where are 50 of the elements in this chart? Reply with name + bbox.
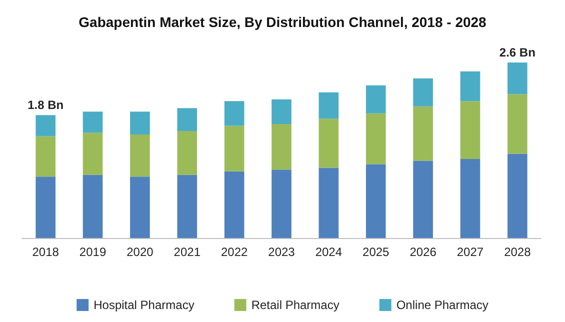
bar <box>272 99 292 124</box>
x-tick-label: 2018 <box>32 245 60 259</box>
bar <box>177 108 198 131</box>
bar <box>413 106 433 161</box>
bar <box>224 171 244 238</box>
x-tick-label: 2023 <box>268 245 296 259</box>
bar <box>508 94 528 154</box>
bar <box>318 118 339 168</box>
bar <box>508 154 528 238</box>
legend-label: Hospital Pharmacy <box>94 298 194 312</box>
bar <box>36 136 56 177</box>
bar <box>177 130 198 175</box>
x-tick-label: 2025 <box>362 245 390 259</box>
annotation: 2.6 Bn <box>499 46 536 60</box>
x-tick-label: 2020 <box>126 245 154 259</box>
x-tick-label: 2021 <box>174 245 201 259</box>
chart-title: Gabapentin Market Size, By Distribution Channel, 2018 - 2028 <box>78 14 487 30</box>
bar <box>318 168 339 238</box>
bar <box>272 170 292 238</box>
legend-label: Online Pharmacy <box>396 298 488 312</box>
bar <box>224 101 244 126</box>
bar <box>460 101 480 160</box>
bar <box>82 112 103 133</box>
bar <box>413 160 433 238</box>
bar <box>508 62 528 94</box>
bar <box>460 159 480 238</box>
bar <box>413 78 433 106</box>
bar <box>272 124 292 170</box>
bar <box>366 85 386 114</box>
bar <box>36 176 56 238</box>
bar <box>460 71 480 102</box>
x-tick-label: 2022 <box>220 245 248 259</box>
bar <box>130 176 150 238</box>
x-tick-label: 2027 <box>456 245 484 259</box>
bar <box>82 132 103 175</box>
bar <box>82 174 103 238</box>
x-tick-label: 2019 <box>79 245 106 259</box>
x-tick-label: 2026 <box>410 245 437 259</box>
bar <box>130 134 150 177</box>
bar <box>36 115 56 136</box>
x-tick-label: 2024 <box>315 245 342 259</box>
bar <box>130 112 150 134</box>
bar <box>366 164 386 238</box>
annotation: 1.8 Bn <box>28 98 64 112</box>
legend-label: Retail Pharmacy <box>251 298 340 312</box>
bar <box>366 113 386 164</box>
bar <box>318 92 339 119</box>
x-tick-label: 2028 <box>504 245 532 259</box>
bar <box>177 174 198 238</box>
bar <box>224 126 244 172</box>
